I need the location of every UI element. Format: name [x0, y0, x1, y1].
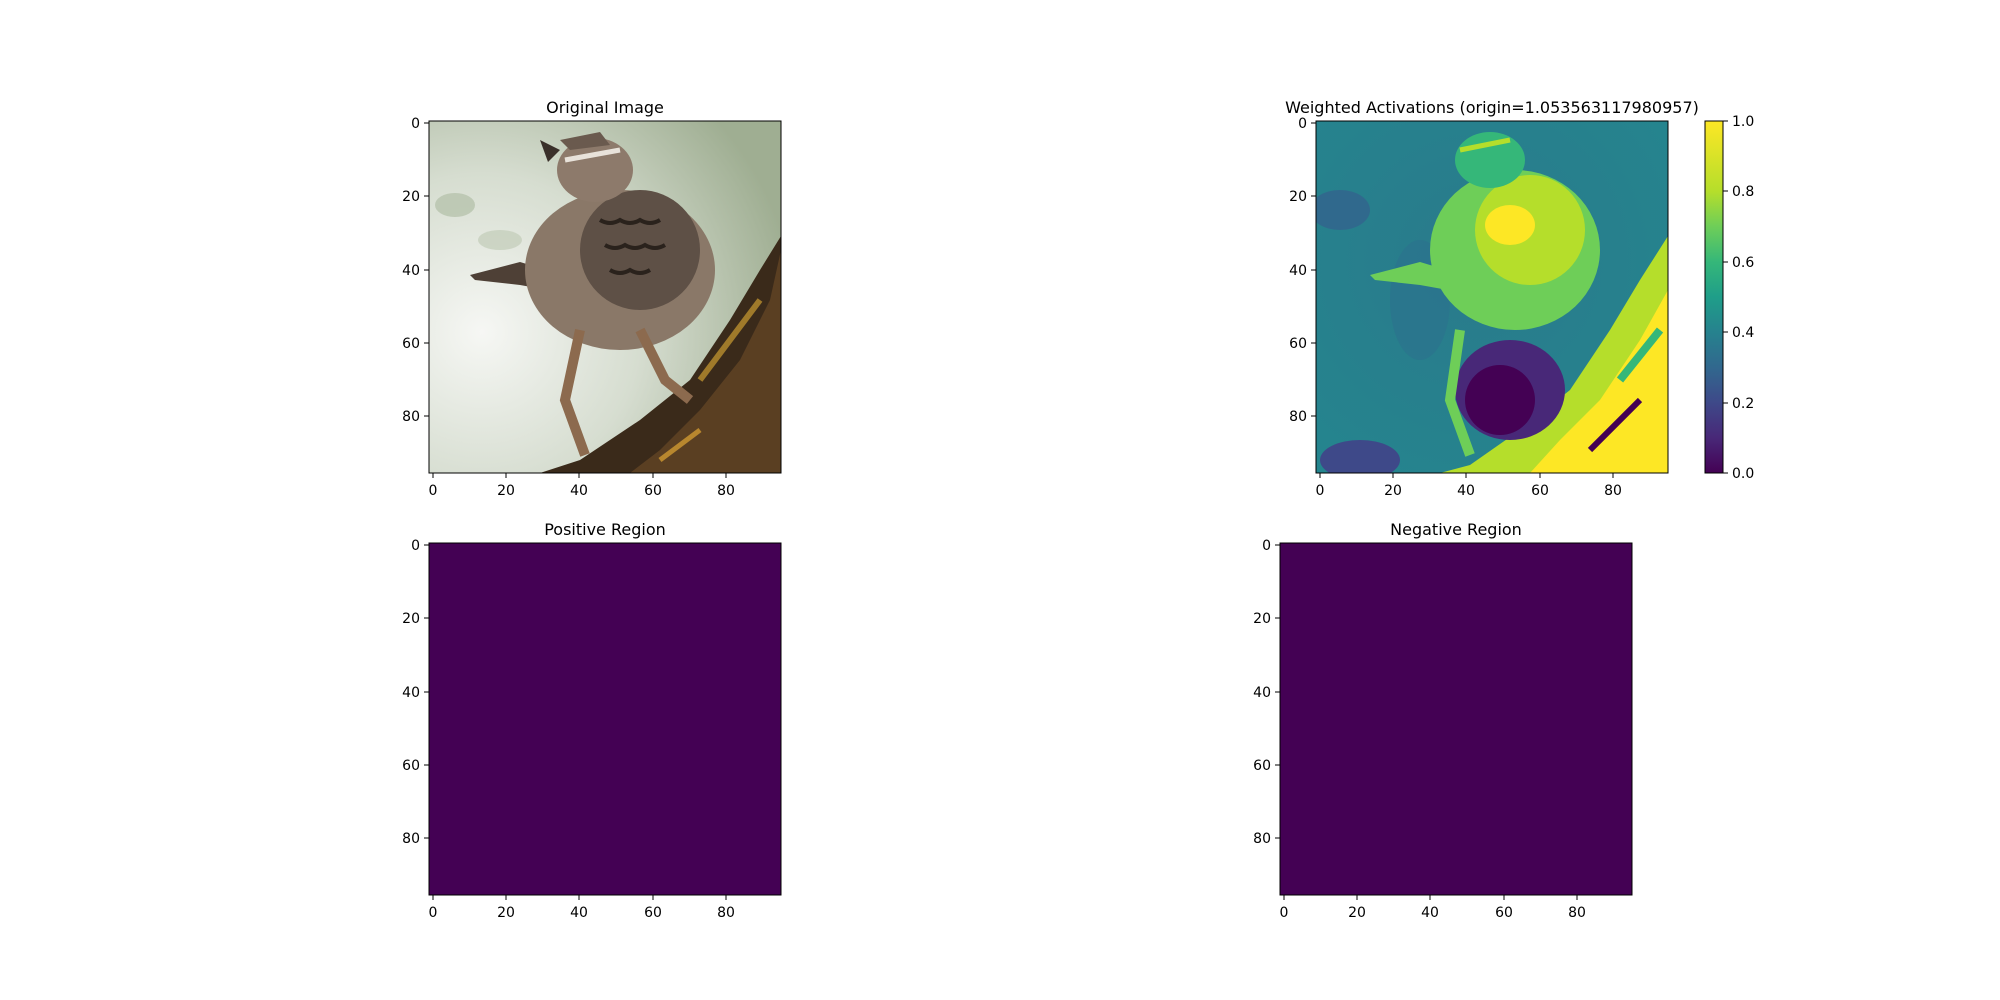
y-tick-label: 40: [1289, 263, 1307, 279]
x-tick-label: 80: [1604, 483, 1622, 499]
x-tick-label: 80: [1568, 905, 1586, 921]
panel-negative-region: Negative Region 0 20 40 60 80 0 20 40 60…: [1253, 520, 1633, 921]
x-tick-label: 20: [497, 905, 515, 921]
y-tick-label: 60: [402, 336, 420, 352]
panel-weighted-activations: Weighted Activations (origin=1.053563117…: [1285, 98, 1754, 499]
x-tick-label: 60: [644, 483, 662, 499]
x-axis-ticks: 0 20 40 60 80: [429, 473, 735, 499]
y-tick-label: 40: [1253, 685, 1271, 701]
x-axis-ticks: 0 20 40 60 80: [1280, 895, 1586, 921]
x-tick-label: 60: [644, 905, 662, 921]
y-tick-label: 40: [402, 685, 420, 701]
colorbar-tick-label: 0.6: [1732, 255, 1754, 271]
y-tick-label: 0: [1262, 538, 1271, 554]
x-tick-label: 60: [1531, 483, 1549, 499]
y-tick-label: 20: [1289, 189, 1307, 205]
colorbar-tick-label: 0.2: [1732, 396, 1754, 412]
panel-positive-region: Positive Region 0 20 40 60 80 0 20 40 60…: [402, 520, 782, 921]
x-tick-label: 0: [429, 483, 438, 499]
panel-title: Original Image: [546, 98, 664, 117]
x-tick-label: 80: [717, 905, 735, 921]
y-tick-label: 20: [402, 611, 420, 627]
x-tick-label: 80: [717, 483, 735, 499]
y-tick-label: 80: [402, 409, 420, 425]
x-tick-label: 40: [1457, 483, 1475, 499]
colorbar-tick-label: 0.4: [1732, 325, 1754, 341]
x-axis-ticks: 0 20 40 60 80: [1316, 473, 1622, 499]
panel-title: Positive Region: [544, 520, 666, 539]
bird-photo: [429, 121, 781, 473]
y-tick-label: 0: [411, 538, 420, 554]
positive-region-heatmap: [428, 542, 782, 896]
x-tick-label: 0: [1280, 905, 1289, 921]
y-axis-ticks: 0 20 40 60 80: [402, 116, 429, 425]
x-tick-label: 60: [1495, 905, 1513, 921]
colorbar-tick-label: 1.0: [1732, 114, 1754, 130]
y-tick-label: 80: [1289, 409, 1307, 425]
x-tick-label: 0: [429, 905, 438, 921]
y-tick-label: 20: [1253, 611, 1271, 627]
panel-original-image: Original Image: [402, 98, 782, 499]
y-tick-label: 60: [402, 758, 420, 774]
x-tick-label: 40: [570, 483, 588, 499]
y-tick-label: 20: [402, 189, 420, 205]
y-tick-label: 60: [1253, 758, 1271, 774]
y-tick-label: 40: [402, 263, 420, 279]
x-tick-label: 40: [1421, 905, 1439, 921]
x-tick-label: 20: [1348, 905, 1366, 921]
x-tick-label: 0: [1316, 483, 1325, 499]
y-tick-label: 80: [402, 831, 420, 847]
x-tick-label: 40: [570, 905, 588, 921]
x-tick-label: 20: [497, 483, 515, 499]
panel-title: Negative Region: [1390, 520, 1522, 539]
y-tick-label: 80: [1253, 831, 1271, 847]
colorbar: 1.0 0.8 0.6 0.4 0.2 0.0: [1704, 114, 1754, 482]
y-tick-label: 0: [411, 116, 420, 132]
panel-title: Weighted Activations (origin=1.053563117…: [1285, 98, 1699, 117]
colorbar-tick-label: 0.8: [1732, 184, 1754, 200]
negative-region-heatmap: [1279, 542, 1633, 896]
y-tick-label: 60: [1289, 336, 1307, 352]
y-axis-ticks: 0 20 40 60 80: [1289, 116, 1316, 425]
x-axis-ticks: 0 20 40 60 80: [429, 895, 735, 921]
x-tick-label: 20: [1384, 483, 1402, 499]
y-axis-ticks: 0 20 40 60 80: [1253, 538, 1280, 847]
y-tick-label: 0: [1298, 116, 1307, 132]
colorbar-tick-label: 0.0: [1732, 466, 1754, 482]
y-axis-ticks: 0 20 40 60 80: [402, 538, 429, 847]
activation-heatmap: [1316, 121, 1668, 473]
